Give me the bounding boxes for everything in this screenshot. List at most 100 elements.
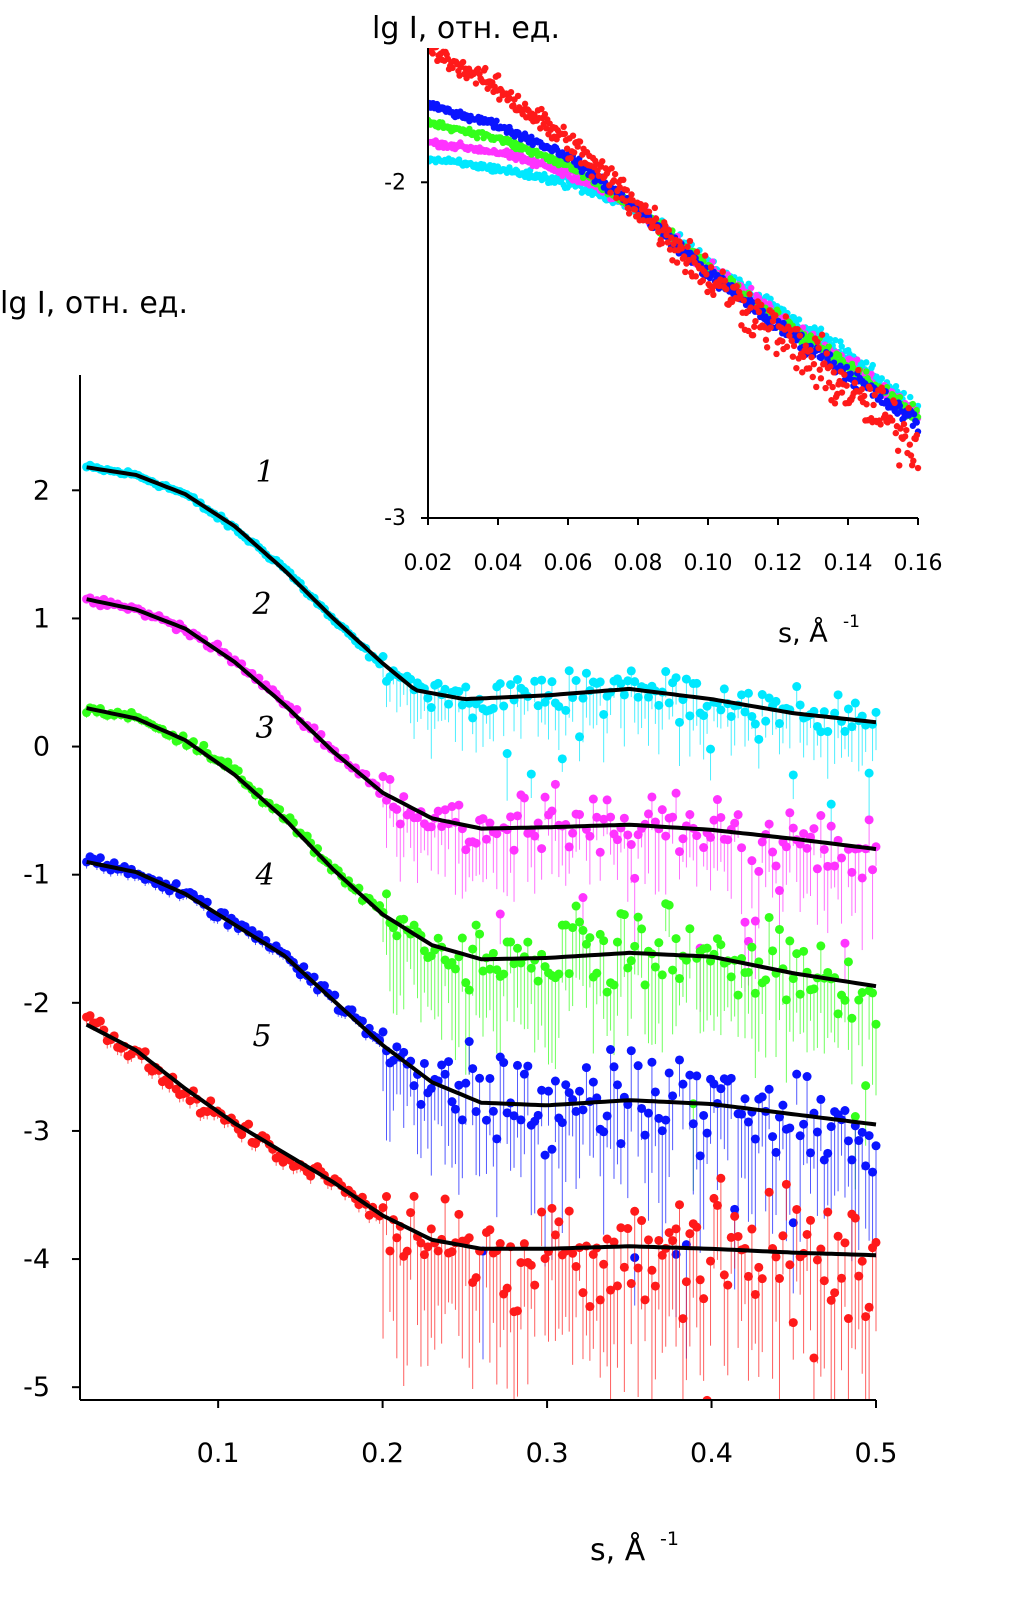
main-point — [806, 1215, 816, 1225]
inset-point — [574, 143, 581, 150]
main-point — [488, 1106, 498, 1116]
inset-point — [749, 298, 756, 306]
inset-point — [699, 277, 707, 284]
main-point — [492, 829, 502, 839]
inset-point — [863, 359, 870, 366]
main-point — [647, 1265, 657, 1275]
inset-point — [868, 370, 875, 378]
main-point — [747, 711, 757, 721]
main-point — [843, 957, 853, 967]
inset-point — [838, 389, 846, 396]
main-point — [540, 697, 550, 707]
main-point — [795, 700, 805, 710]
main-point — [578, 893, 588, 903]
main-point — [757, 837, 767, 847]
main-point — [764, 1084, 774, 1094]
main-point — [347, 1005, 357, 1015]
main-point — [685, 1229, 695, 1239]
inset-point — [678, 245, 685, 252]
main-point — [854, 995, 864, 1005]
main-point — [823, 1148, 833, 1158]
main-point — [681, 955, 691, 965]
inset-point — [751, 323, 758, 330]
main-point — [743, 688, 753, 698]
inset-point — [891, 399, 898, 407]
inset-point — [613, 194, 620, 202]
inset-point — [907, 452, 915, 459]
main-point — [468, 1064, 478, 1074]
main-point — [747, 1224, 757, 1234]
main-point — [471, 1273, 481, 1283]
inset-point — [746, 291, 753, 298]
inset-point — [900, 420, 908, 428]
main-series-4 — [82, 852, 881, 1360]
main-point — [447, 1247, 457, 1257]
main-point — [657, 805, 667, 815]
main-point — [564, 1088, 574, 1098]
main-point — [761, 1418, 770, 1427]
main-point — [788, 1218, 798, 1228]
main-point — [381, 889, 391, 899]
main-point — [506, 937, 516, 947]
main-point — [692, 1071, 702, 1081]
inset-y-tick-label: -2 — [384, 170, 406, 195]
main-plot: 2 1 0 -1 -2 -3 -4 -5 0.1 0.2 0.3 0.4 0.5 lg I, отн. е… — [0, 286, 897, 1568]
inset-point — [740, 297, 747, 304]
inset-point — [896, 462, 903, 469]
main-point — [550, 1076, 560, 1086]
main-point — [471, 920, 481, 930]
main-point — [654, 700, 664, 710]
inset-point — [701, 252, 709, 259]
main-point — [716, 812, 726, 822]
main-point — [685, 924, 695, 934]
main-point — [868, 1167, 878, 1177]
main-point — [678, 1314, 688, 1324]
main-point — [633, 1263, 643, 1273]
inset-point — [459, 58, 467, 66]
inset-point — [686, 237, 694, 245]
main-point — [706, 832, 716, 842]
main-point — [571, 1106, 581, 1116]
main-point — [578, 1288, 588, 1298]
main-point — [819, 844, 829, 854]
main-point — [785, 808, 795, 818]
main-point — [554, 1217, 564, 1227]
main-point — [781, 1179, 791, 1189]
inset-point — [826, 336, 834, 343]
main-point — [678, 1079, 688, 1089]
main-point — [481, 1115, 491, 1125]
main-point — [823, 1207, 833, 1217]
main-point — [768, 847, 778, 857]
main-point — [233, 766, 243, 776]
main-point — [826, 1122, 836, 1132]
main-point — [630, 873, 640, 883]
main-point — [526, 963, 536, 973]
inset-x-axis-label: s, Å — [778, 617, 828, 649]
main-point — [630, 1206, 640, 1216]
inset-x-tick-label: 0.06 — [544, 551, 593, 576]
main-point — [702, 1128, 712, 1138]
main-x-tick-label: 0.2 — [361, 1438, 404, 1469]
main-point — [699, 711, 709, 721]
main-point — [654, 938, 664, 948]
main-point — [450, 1104, 460, 1114]
main-point — [454, 686, 464, 696]
main-point — [416, 1238, 426, 1248]
inset-point — [723, 285, 730, 293]
main-point — [719, 1270, 729, 1280]
inset-point — [877, 421, 884, 428]
main-point — [809, 824, 819, 834]
main-point — [534, 1422, 543, 1431]
main-point — [512, 811, 522, 821]
main-point — [519, 793, 529, 803]
inset-point — [642, 202, 649, 209]
inset-point — [892, 429, 899, 437]
main-point — [547, 1144, 557, 1154]
inset-point — [851, 379, 859, 387]
inset-point — [802, 342, 809, 349]
main-point — [454, 1080, 464, 1090]
main-point — [237, 1130, 247, 1140]
main-y-tick-label: -2 — [23, 988, 50, 1019]
main-point — [512, 1060, 522, 1070]
